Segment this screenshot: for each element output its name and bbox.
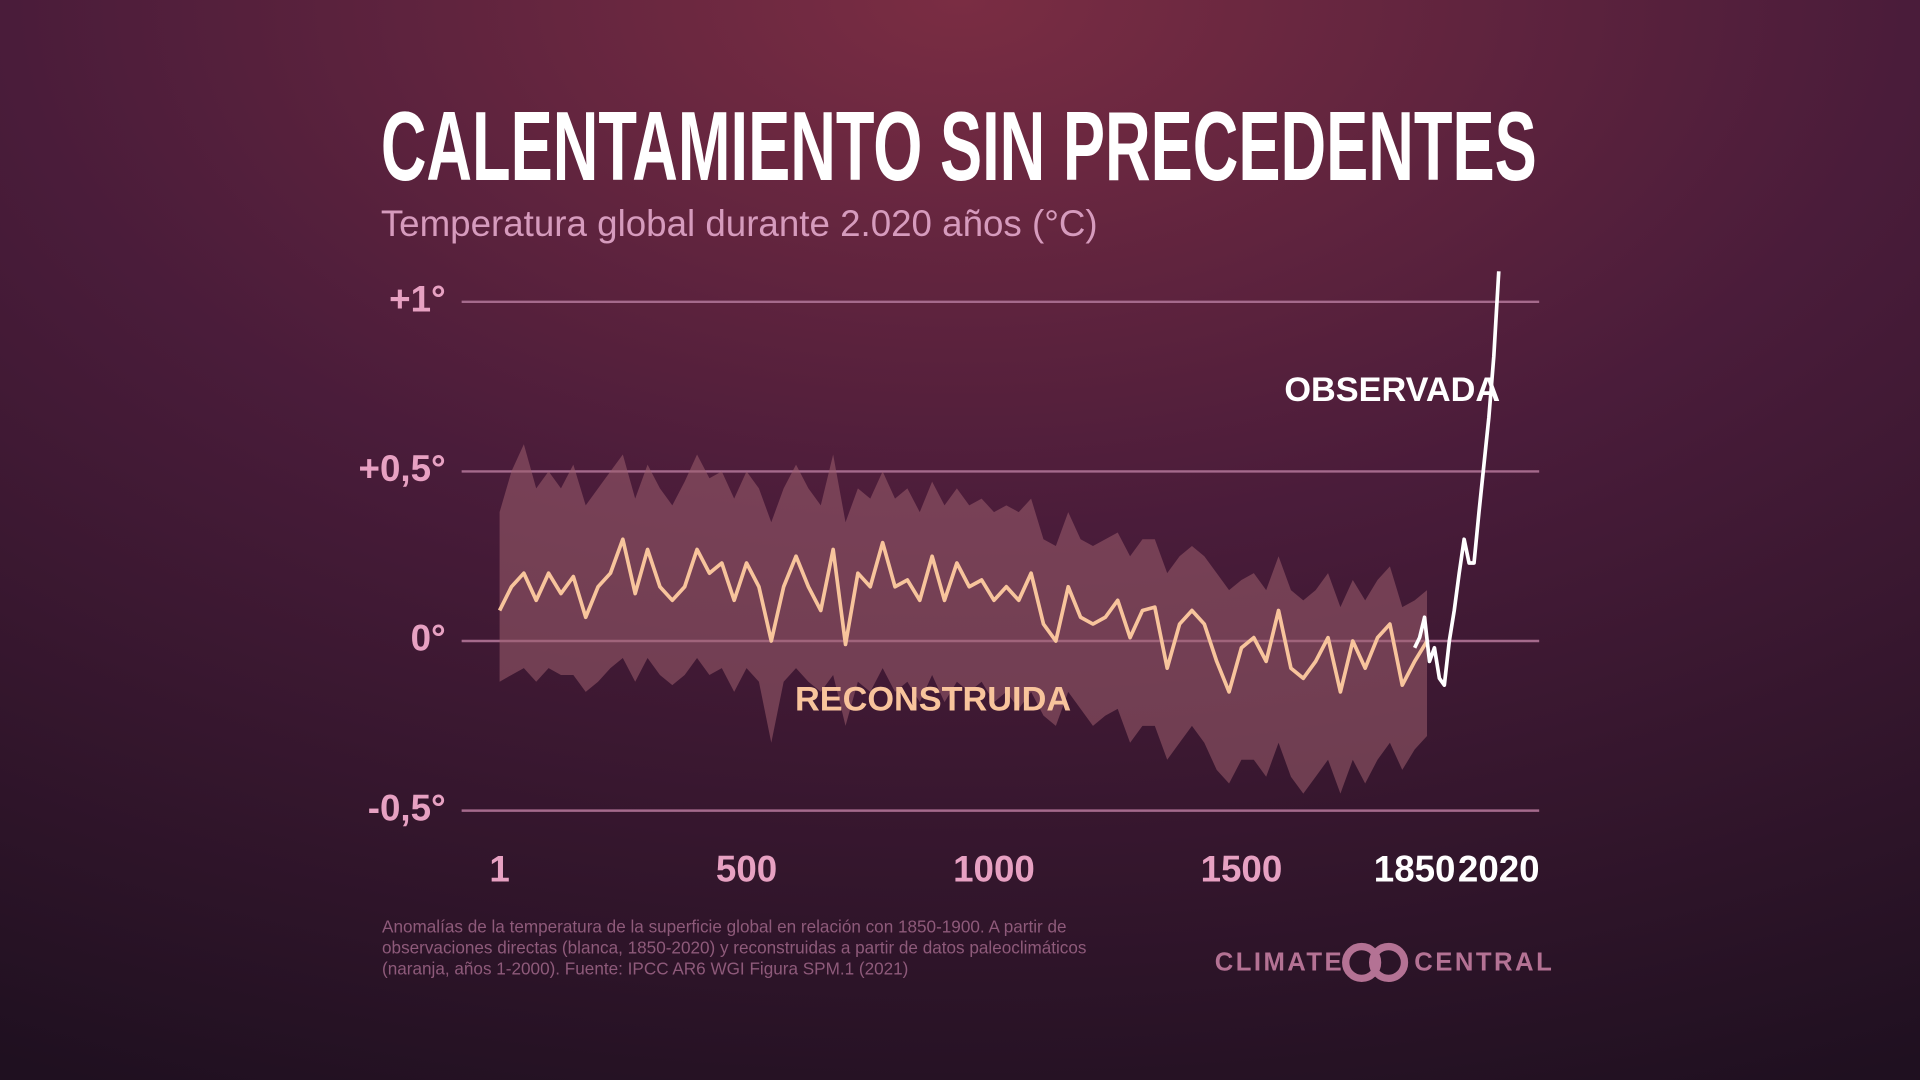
series-label: RECONSTRUIDA: [795, 681, 1071, 719]
series-line: [497, 537, 1429, 694]
x-tick-label: 1: [489, 849, 509, 890]
footnote: Anomalías de la temperatura de la superf…: [382, 917, 1066, 937]
x-tick-label: 500: [716, 849, 777, 890]
logo: CLIMATE CENTRAL: [1215, 942, 1554, 983]
chart-subtitle: Temperatura global durante 2.020 años (°…: [381, 203, 1098, 244]
x-tick-label: 1850: [1374, 849, 1456, 890]
uncertainty-band: [499, 444, 1428, 794]
y-tick-label: -0,5°: [368, 787, 446, 828]
x-tick-label: 1500: [1201, 849, 1283, 890]
logo-text: CLIMATE: [1215, 948, 1344, 976]
series-line: [1412, 271, 1501, 687]
x-tick-label: 1000: [953, 849, 1035, 890]
y-tick-label: +0,5°: [359, 448, 446, 489]
footnote: (naranja, años 1-2000). Fuente: IPCC AR6…: [382, 958, 908, 978]
x-tick-label: 2020: [1458, 849, 1540, 890]
y-tick-label: 0°: [411, 618, 446, 659]
footnote: observaciones directas (blanca, 1850-202…: [382, 938, 1086, 958]
series-label: OBSERVADA: [1284, 371, 1500, 409]
logo-ring: [1342, 942, 1382, 983]
logo-text: CENTRAL: [1414, 948, 1554, 976]
logo-ring: [1368, 942, 1409, 983]
y-tick-label: +1°: [389, 279, 446, 320]
chart-title: CALENTAMIENTO SIN PRECEDENTES: [381, 91, 1537, 201]
